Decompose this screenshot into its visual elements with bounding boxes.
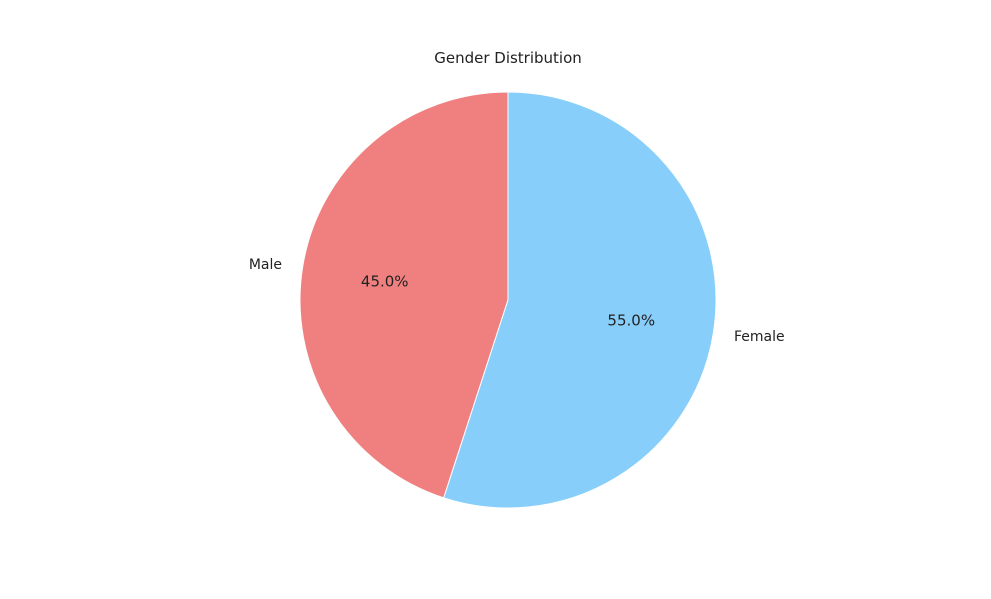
slice-label-female: Female <box>734 329 785 345</box>
pie-slice-male <box>299 91 509 499</box>
percent-label-male: 45.0% <box>361 272 409 290</box>
pie-slice-female <box>443 91 717 509</box>
slice-label-male: Male <box>249 257 282 273</box>
percent-label-female: 55.0% <box>607 312 655 330</box>
chart-title: Gender Distribution <box>434 49 582 67</box>
